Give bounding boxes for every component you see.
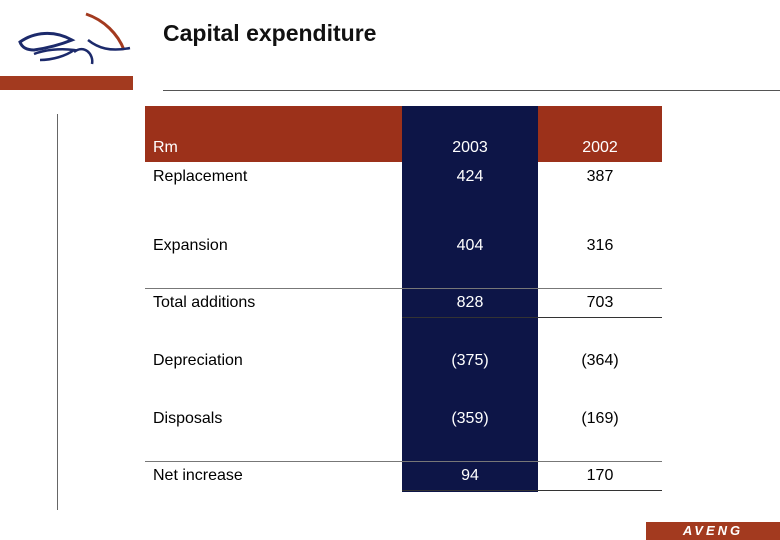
row-value-2003: 828 <box>456 294 484 311</box>
row-divider <box>402 317 662 318</box>
aveng-logo-icon <box>18 12 131 65</box>
highlight-column <box>402 106 538 492</box>
row-divider <box>145 461 662 462</box>
header-year-2002: 2002 <box>582 139 618 156</box>
row-value-2003: 404 <box>456 237 484 254</box>
row-value-2002: 703 <box>586 294 614 311</box>
row-value-2002: (169) <box>581 410 619 427</box>
row-value-2002: 387 <box>586 168 614 185</box>
row-divider <box>402 490 662 491</box>
left-divider <box>57 114 58 510</box>
row-label: Disposals <box>153 410 223 427</box>
header-year-2003: 2003 <box>452 139 488 156</box>
row-value-2003: (359) <box>451 410 489 427</box>
row-value-2003: (375) <box>451 352 489 369</box>
row-label: Replacement <box>153 168 248 185</box>
row-label: Total additions <box>153 294 256 311</box>
row-value-2003: 424 <box>456 168 484 185</box>
header-label-rm: Rm <box>153 139 178 156</box>
accent-bar <box>0 76 133 90</box>
header-divider <box>163 90 780 91</box>
row-value-2002: 170 <box>586 467 614 484</box>
footer-brand-bar: AVENG <box>646 522 780 540</box>
page-title: Capital expenditure <box>163 20 377 46</box>
row-label: Depreciation <box>153 352 243 369</box>
row-value-2003: 94 <box>461 467 479 484</box>
row-value-2002: (364) <box>581 352 619 369</box>
row-label: Net increase <box>153 467 243 484</box>
row-value-2002: 316 <box>586 237 614 254</box>
capex-table: Rm 2003 2002 Replacement 424 387 Expansi… <box>145 106 662 492</box>
row-divider <box>145 288 662 289</box>
row-label: Expansion <box>153 237 228 254</box>
brand-logotype: AVENG <box>682 523 744 538</box>
